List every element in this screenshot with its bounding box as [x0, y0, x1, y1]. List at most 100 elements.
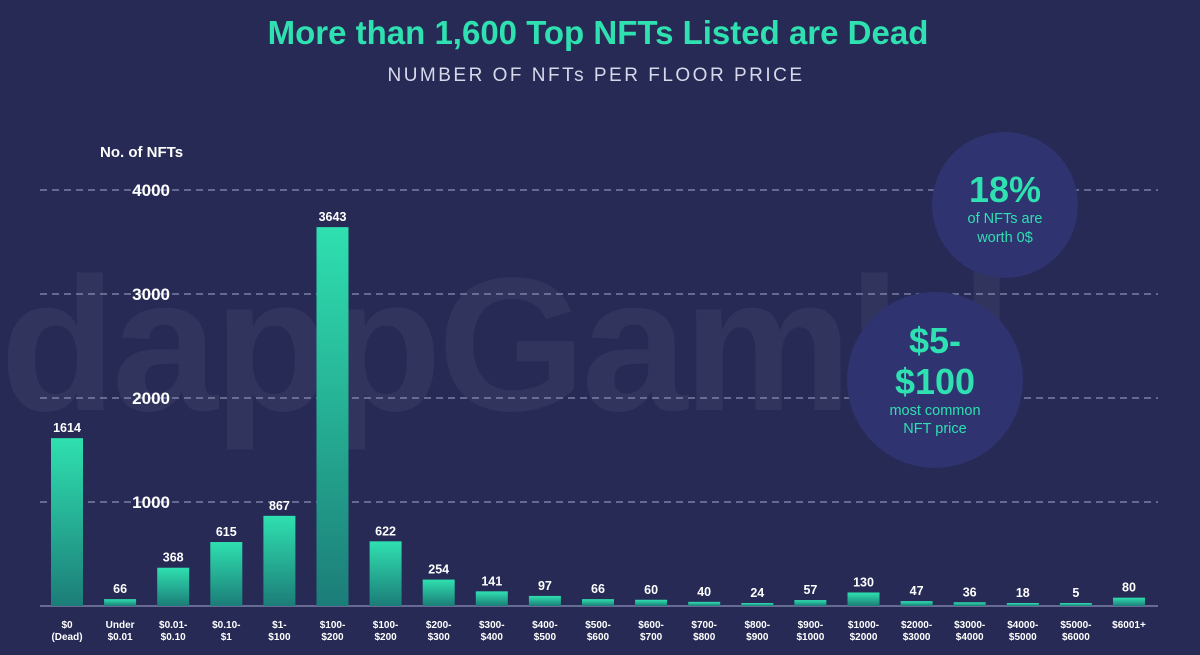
- bar: [475, 591, 508, 606]
- x-tick-label: $0: [61, 620, 73, 631]
- bar: [688, 601, 721, 606]
- watermark: dappGambl: [0, 239, 1009, 451]
- bar-value-label: 66: [591, 582, 605, 596]
- x-tick-label: $800-: [745, 620, 771, 631]
- x-tick-label: Under: [106, 620, 135, 631]
- bars: [51, 227, 1145, 607]
- bar: [582, 599, 614, 606]
- bar: [528, 595, 561, 606]
- bar-value-label: 5: [1072, 586, 1079, 600]
- bar: [51, 438, 83, 606]
- annotation-bubble-zero-worth: 18% of NFTs are worth 0$: [932, 132, 1078, 278]
- bar: [847, 592, 880, 606]
- bar: [210, 542, 243, 606]
- bar-value-label: 97: [538, 579, 552, 593]
- x-tick-label: $700: [640, 632, 663, 643]
- x-tick-label: $500-: [585, 620, 611, 631]
- x-tick-label: $1000-: [848, 620, 879, 631]
- y-tick-label: 2000: [132, 389, 170, 408]
- bar-value-label: 622: [375, 524, 396, 538]
- bar-value-label: 254: [428, 563, 449, 577]
- bar: [794, 600, 827, 606]
- x-tick-label: $200: [374, 632, 397, 643]
- x-tick-label: $0.01-: [159, 620, 187, 631]
- bar: [157, 567, 190, 606]
- x-tick-label: $4000: [956, 632, 984, 643]
- x-tick-label: $200: [321, 632, 344, 643]
- bubble-price-line-1: $5-: [909, 320, 961, 361]
- x-tick-label: $1000: [796, 632, 824, 643]
- bar-value-label: 57: [803, 583, 817, 597]
- bar: [369, 541, 402, 606]
- bar-value-label: 130: [853, 575, 874, 589]
- bar-value-label: 47: [910, 584, 924, 598]
- x-tick-label: $200-: [426, 620, 452, 631]
- x-tick-label: $300-: [479, 620, 505, 631]
- bar-value-label: 60: [644, 583, 658, 597]
- bar: [104, 599, 137, 606]
- x-tick-label: $100-: [373, 620, 399, 631]
- bar-value-label: 80: [1122, 581, 1136, 595]
- x-tick-label: $400-: [532, 620, 558, 631]
- y-tick-label: 1000: [132, 493, 170, 512]
- x-tick-label: $3000-: [954, 620, 985, 631]
- x-tick-label: $0.10-: [212, 620, 240, 631]
- x-tick-label: $100-: [320, 620, 346, 631]
- x-tick-label: $500: [534, 632, 557, 643]
- bar-value-label: 66: [113, 582, 127, 596]
- bar: [900, 601, 933, 606]
- bar-value-label: 867: [269, 499, 290, 513]
- bar: [741, 603, 774, 606]
- y-tick-label: 4000: [132, 181, 170, 200]
- bar-value-label: 24: [750, 586, 764, 600]
- bar-value-label: 141: [481, 574, 502, 588]
- x-tick-label: $1-: [272, 620, 286, 631]
- y-axis-ticks: 1000 2000 3000 4000: [132, 181, 170, 512]
- bar: [1006, 603, 1039, 606]
- bar: [1113, 597, 1145, 606]
- x-tick-label: $400: [481, 632, 504, 643]
- bubble-line-2: NFT price: [903, 421, 966, 437]
- y-tick-label: 3000: [132, 285, 170, 304]
- y-axis-label: No. of NFTs: [100, 144, 183, 161]
- bar-value-label: 18: [1016, 586, 1030, 600]
- bubble-line-1: of NFTs are: [968, 211, 1043, 227]
- x-tick-label: $6001+: [1112, 620, 1146, 631]
- x-tick-label: $600-: [638, 620, 664, 631]
- bar-value-label: 40: [697, 585, 711, 599]
- bar-value-label: 368: [163, 551, 184, 565]
- bar: [422, 579, 455, 606]
- x-tick-label: $100: [268, 632, 291, 643]
- bubble-circle: [932, 132, 1078, 278]
- bubble-percent: 18%: [969, 169, 1041, 210]
- x-tick-label: $4000-: [1007, 620, 1038, 631]
- x-tick-label: $800: [693, 632, 716, 643]
- x-tick-label: $0.10: [161, 632, 186, 643]
- bar-value-label: 615: [216, 525, 237, 539]
- x-tick-label: $900-: [798, 620, 824, 631]
- x-tick-label: $6000: [1062, 632, 1090, 643]
- bubble-price-line-2: $100: [895, 361, 975, 402]
- bar-value-label: 1614: [53, 421, 81, 435]
- x-tick-label: $5000: [1009, 632, 1037, 643]
- bubble-circle: [847, 292, 1023, 468]
- bar: [953, 602, 986, 606]
- bar: [635, 599, 668, 606]
- x-axis-ticks: $0(Dead) Under$0.01 $0.01-$0.10 $0.10-$1 $1-…: [51, 620, 1146, 643]
- gridlines: [40, 189, 1158, 503]
- bar: [263, 515, 296, 606]
- chart-title: More than 1,600 Top NFTs Listed are Dead: [268, 14, 929, 51]
- x-tick-label: $1: [221, 632, 233, 643]
- bar: [1059, 603, 1092, 606]
- bar-value-label: 3643: [319, 210, 347, 224]
- bar-value-label: 36: [963, 585, 977, 599]
- x-tick-label: $3000: [903, 632, 931, 643]
- x-tick-label: (Dead): [51, 632, 82, 643]
- bar: [316, 227, 349, 607]
- x-tick-label: $2000-: [901, 620, 932, 631]
- chart-subtitle: NUMBER OF NFTs PER FLOOR PRICE: [387, 65, 804, 86]
- x-tick-label: $0.01: [108, 632, 133, 643]
- x-tick-label: $2000: [850, 632, 878, 643]
- bubble-line-2: worth 0$: [976, 230, 1033, 246]
